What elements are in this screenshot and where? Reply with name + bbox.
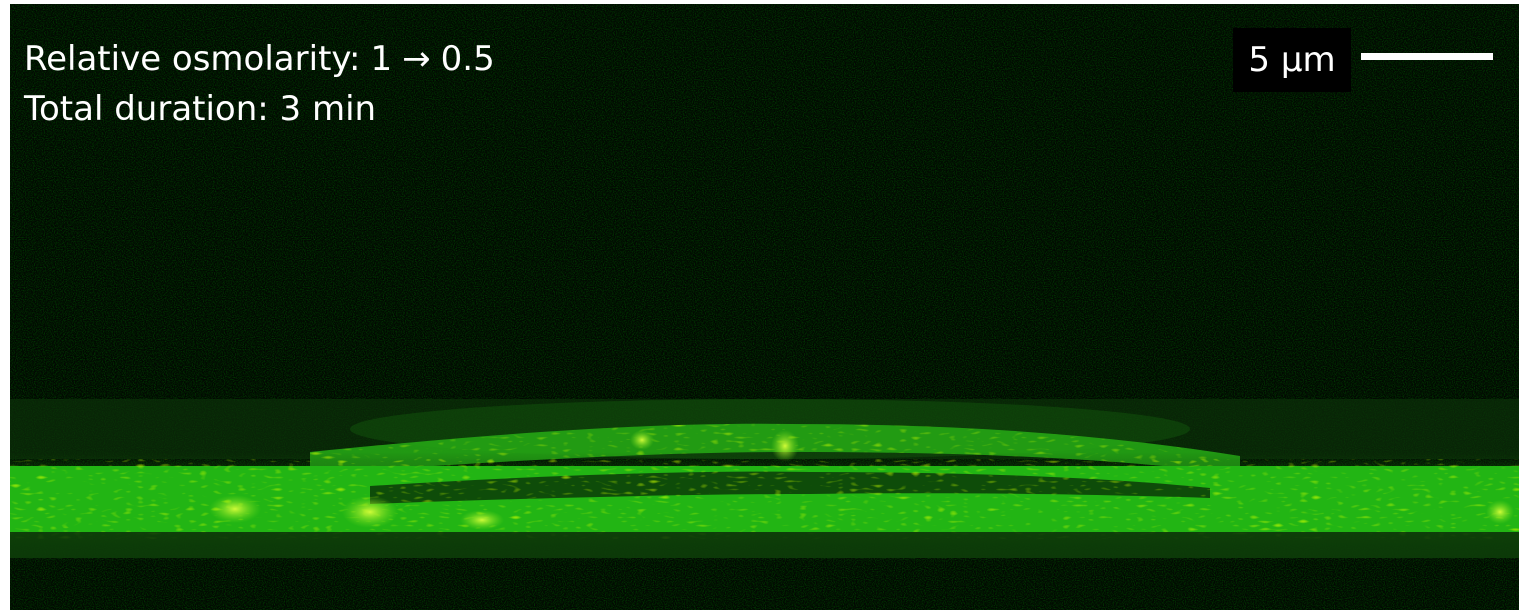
scale-bar-label-background xyxy=(1233,28,1351,92)
duration-label: Total duration: 3 min xyxy=(24,89,377,129)
hotspot xyxy=(1486,500,1514,524)
osmolarity-from-value: 1 xyxy=(370,39,393,79)
scale-bar xyxy=(1361,53,1493,60)
main-band-texture xyxy=(10,459,1519,539)
scale-bar-label: 5 µm xyxy=(1248,40,1336,80)
hotspot xyxy=(460,510,504,530)
hotspot xyxy=(209,495,261,523)
arrow-right-icon: → xyxy=(402,39,431,79)
lower-rim xyxy=(10,532,1519,558)
hotspot xyxy=(342,496,398,528)
kymograph-fluorescence-image xyxy=(10,4,1519,610)
microscopy-image xyxy=(10,4,1519,610)
osmolarity-line: Relative osmolarity: 1 → 0.5 xyxy=(24,34,495,84)
osmolarity-to-value: 0.5 xyxy=(440,39,495,79)
hotspot xyxy=(630,430,654,450)
annotation-text: Relative osmolarity: 1 → 0.5 Total duration… xyxy=(24,34,495,134)
hotspot xyxy=(771,430,799,462)
osmolarity-label: Relative osmolarity: xyxy=(24,39,361,79)
